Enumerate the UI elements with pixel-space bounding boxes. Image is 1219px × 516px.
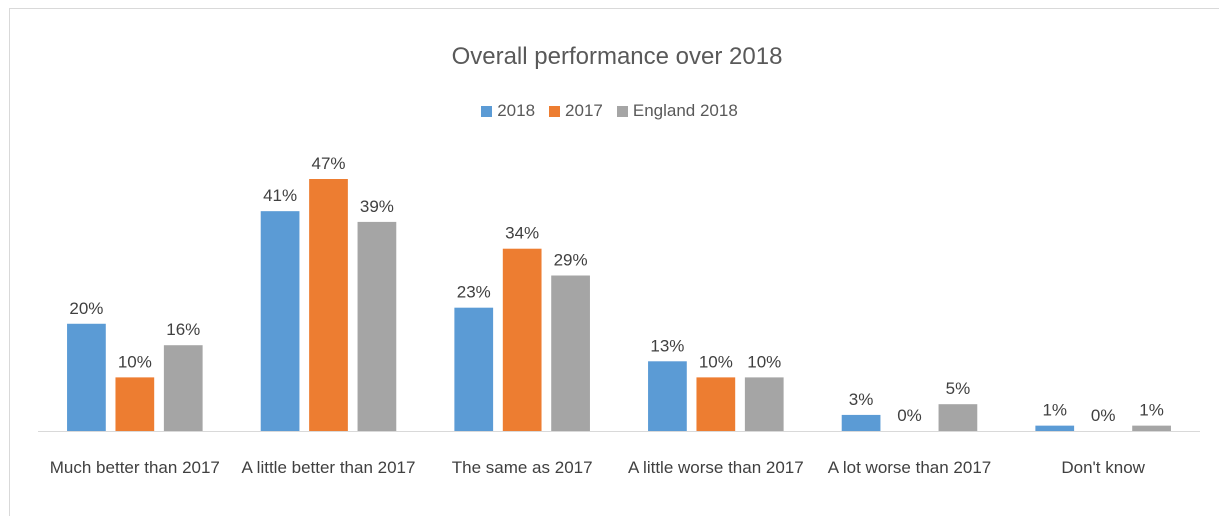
legend-label: England 2018: [632, 101, 738, 120]
data-label: 47%: [311, 154, 345, 173]
bar: [938, 404, 978, 431]
data-label: 1%: [1042, 401, 1067, 420]
legend-label: 2018: [497, 101, 536, 120]
legend-swatch: [481, 105, 493, 117]
data-label: 13%: [650, 336, 684, 355]
data-label: 20%: [69, 299, 103, 318]
bar: [696, 377, 736, 431]
data-label: 29%: [554, 251, 588, 270]
x-tick-label: A little better than 2017: [241, 458, 416, 477]
bar: [648, 361, 687, 431]
legend-item: England 2018: [616, 101, 738, 121]
data-label: 39%: [360, 197, 394, 216]
legend-item: 2017: [549, 101, 603, 121]
data-label: 10%: [118, 352, 152, 371]
bar: [551, 275, 590, 431]
data-label: 34%: [505, 224, 539, 243]
legend-label: 2017: [565, 101, 603, 120]
bar: [454, 307, 494, 431]
legend-swatch: [616, 105, 628, 117]
x-tick-label: Much better than 2017: [49, 458, 220, 477]
data-label: 0%: [897, 406, 922, 425]
bar: [1035, 425, 1075, 431]
bar: [502, 248, 542, 431]
x-tick-label: A lot worse than 2017: [827, 458, 992, 477]
bar: [1132, 425, 1171, 431]
chart-title: Overall performance over 2018: [452, 43, 783, 70]
bar: [115, 377, 155, 431]
bar: [309, 179, 348, 431]
data-label: 5%: [946, 379, 971, 398]
legend: 2018 2017 England 2018: [0, 101, 1219, 121]
legend-item: 2018: [481, 101, 535, 121]
data-label: 23%: [457, 283, 491, 302]
x-tick-label: The same as 2017: [451, 458, 593, 477]
bar: [357, 221, 397, 431]
bar: [841, 414, 881, 431]
data-label: 3%: [849, 390, 874, 409]
x-tick-label: A little worse than 2017: [627, 458, 804, 477]
bar: [163, 345, 203, 431]
data-label: 0%: [1091, 406, 1116, 425]
bar: [260, 211, 300, 431]
data-label: 10%: [747, 352, 781, 371]
bar: [744, 377, 784, 431]
x-tick-label: Don't know: [1061, 458, 1145, 477]
chart-border: [9, 8, 1219, 516]
legend-swatch: [549, 105, 561, 117]
bar: [67, 323, 106, 431]
data-label: 1%: [1139, 401, 1164, 420]
data-label: 41%: [263, 186, 297, 205]
data-label: 10%: [699, 352, 733, 371]
data-label: 16%: [166, 320, 200, 339]
